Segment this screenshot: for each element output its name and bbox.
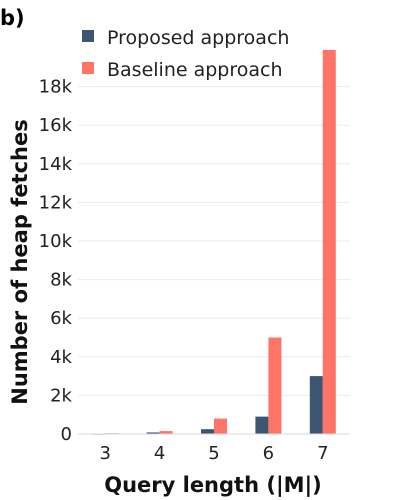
- bar-proposed: [146, 432, 160, 434]
- x-tick-label: 5: [208, 443, 219, 464]
- x-tick-label: 6: [263, 443, 274, 464]
- legend-swatch-baseline: [82, 62, 94, 74]
- legend-label-baseline: Baseline approach: [107, 59, 283, 81]
- x-tick-label: 3: [99, 443, 110, 464]
- y-tick-label: 10k: [39, 231, 73, 252]
- x-tick-label: 4: [154, 443, 165, 464]
- y-tick-label: 0: [61, 424, 72, 445]
- y-tick-label: 12k: [39, 192, 73, 213]
- y-tick-label: 6k: [50, 308, 72, 329]
- legend: Proposed approach Baseline approach: [82, 27, 289, 81]
- y-axis-ticks: 0 2k 4k 6k 8k 10k 12k 14k 16k 18k: [39, 77, 73, 445]
- y-axis-title: Number of heap fetches: [8, 119, 32, 405]
- bar-baseline: [214, 418, 227, 434]
- y-tick-label: 16k: [39, 115, 73, 136]
- bars: [92, 49, 336, 435]
- bar-baseline: [322, 49, 336, 435]
- legend-swatch-proposed: [82, 30, 94, 42]
- bar-baseline: [268, 337, 282, 434]
- gridlines: [78, 86, 350, 396]
- y-tick-label: 14k: [39, 154, 73, 175]
- y-tick-label: 2k: [50, 385, 72, 406]
- x-tick-label: 7: [317, 443, 328, 464]
- bar-proposed: [309, 376, 323, 434]
- bar-proposed: [201, 429, 214, 434]
- x-axis-ticks: 3 4 5 6 7: [99, 443, 328, 464]
- x-axis-title: Query length (|M|): [104, 473, 322, 498]
- bar-baseline: [159, 431, 173, 434]
- legend-label-proposed: Proposed approach: [107, 27, 289, 49]
- y-tick-label: 8k: [50, 270, 72, 291]
- y-tick-label: 4k: [50, 347, 72, 368]
- panel-label: b): [0, 6, 25, 30]
- y-tick-label: 18k: [39, 77, 73, 98]
- bar-proposed: [255, 416, 269, 434]
